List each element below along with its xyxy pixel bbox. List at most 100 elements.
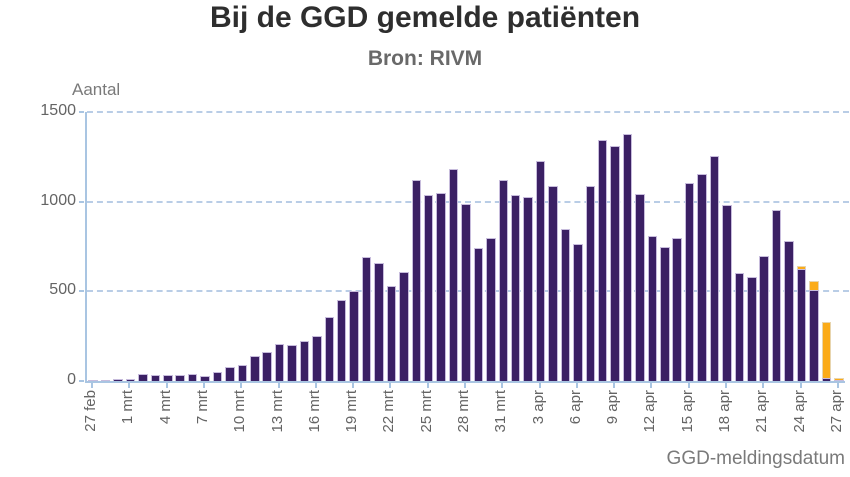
- bar-17-apr[interactable]: [709, 155, 720, 381]
- bar-20-mrt[interactable]: [361, 257, 372, 381]
- bar-segment-reported: [225, 367, 235, 381]
- bar-segment-recent: [796, 266, 807, 269]
- bar-30-mrt[interactable]: [486, 238, 496, 381]
- bar-segment-reported: [573, 243, 583, 381]
- x-tick-mark: [724, 383, 727, 388]
- bar-segment-reported: [548, 185, 558, 381]
- bar-segment-reported: [796, 268, 807, 381]
- bar-15-mrt[interactable]: [299, 341, 310, 381]
- x-tick-label-25-mrt: 25 mrt: [417, 390, 435, 433]
- bar-segment-reported: [498, 180, 509, 381]
- x-tick-mark: [352, 383, 355, 388]
- x-tick-label-3-apr: 3 apr: [529, 390, 547, 425]
- bar-22-apr[interactable]: [771, 209, 782, 381]
- bar-31-mrt[interactable]: [498, 180, 509, 381]
- bar-16-mrt[interactable]: [312, 336, 322, 381]
- bar-22-mrt[interactable]: [386, 285, 397, 381]
- bar-21-mrt[interactable]: [374, 262, 384, 381]
- bar-3-mrt[interactable]: [150, 375, 161, 381]
- bar-segment-reported: [660, 246, 670, 381]
- bar-19-mrt[interactable]: [349, 291, 359, 381]
- x-tick-mark: [91, 383, 94, 388]
- bar-5-mrt[interactable]: [175, 375, 185, 381]
- bar-7-mrt[interactable]: [200, 376, 210, 381]
- bar-8-apr[interactable]: [597, 139, 608, 381]
- bar-23-apr[interactable]: [784, 241, 794, 381]
- bar-27-feb[interactable]: [88, 380, 98, 381]
- x-tick-label-7-mrt: 7 mrt: [194, 390, 212, 425]
- bar-18-mrt[interactable]: [336, 300, 347, 381]
- bar-7-apr[interactable]: [585, 186, 595, 381]
- bar-segment-reported: [747, 277, 757, 381]
- x-axis-title: GGD-meldingsdatum: [666, 448, 845, 469]
- bar-20-apr[interactable]: [747, 277, 757, 381]
- bar-9-mrt[interactable]: [225, 367, 235, 381]
- bar-9-apr[interactable]: [610, 146, 620, 381]
- bar-12-mrt[interactable]: [262, 352, 272, 381]
- bar-2-mrt[interactable]: [138, 373, 148, 381]
- bar-10-apr[interactable]: [622, 133, 633, 381]
- bar-10-mrt[interactable]: [237, 365, 248, 381]
- x-tick-label-24-apr: 24 apr: [790, 390, 808, 433]
- bar-27-apr[interactable]: [834, 378, 844, 381]
- bar-6-apr[interactable]: [573, 243, 583, 381]
- bar-25-mrt[interactable]: [423, 194, 434, 381]
- bar-28-feb[interactable]: [100, 380, 111, 381]
- x-tick-label-16-mrt: 16 mrt: [305, 390, 323, 433]
- bar-13-apr[interactable]: [660, 246, 670, 381]
- bar-23-mrt[interactable]: [399, 271, 409, 381]
- bar-24-apr[interactable]: [796, 266, 807, 381]
- x-tick-mark: [128, 383, 131, 388]
- bar-16-apr[interactable]: [697, 173, 707, 381]
- bar-segment-reported: [486, 238, 496, 381]
- x-tick-mark: [613, 383, 616, 388]
- bar-1-mrt[interactable]: [125, 378, 136, 381]
- bar-4-apr[interactable]: [548, 185, 558, 381]
- bar-12-apr[interactable]: [647, 235, 658, 381]
- bar-15-apr[interactable]: [684, 182, 695, 381]
- bar-segment-reported: [411, 180, 422, 381]
- bar-14-mrt[interactable]: [287, 345, 297, 381]
- bar-14-apr[interactable]: [672, 237, 682, 381]
- bar-21-apr[interactable]: [759, 256, 769, 381]
- x-tick-label-31-mrt: 31 mrt: [492, 390, 510, 433]
- bar-29-feb[interactable]: [113, 379, 123, 381]
- y-tick-mark: [79, 111, 84, 113]
- bar-segment-reported: [187, 374, 198, 381]
- bar-26-apr[interactable]: [821, 321, 832, 381]
- bar-25-apr[interactable]: [809, 281, 819, 381]
- bar-17-mrt[interactable]: [324, 317, 335, 381]
- y-gridline-1500: [87, 111, 849, 113]
- bar-segment-reported: [597, 139, 608, 381]
- y-tick-mark: [79, 200, 84, 203]
- bar-2-apr[interactable]: [523, 197, 533, 381]
- bar-1-apr[interactable]: [510, 195, 521, 381]
- x-tick-mark: [575, 383, 578, 388]
- bar-segment-reported: [175, 375, 185, 381]
- bar-11-apr[interactable]: [635, 193, 645, 381]
- bar-26-mrt[interactable]: [436, 193, 446, 381]
- bar-segment-reported: [510, 195, 521, 381]
- bar-segment-reported: [100, 380, 111, 381]
- bar-6-mrt[interactable]: [187, 374, 198, 381]
- bar-28-mrt[interactable]: [461, 204, 471, 381]
- bar-3-apr[interactable]: [535, 161, 546, 381]
- bar-segment-reported: [386, 285, 397, 381]
- bar-8-mrt[interactable]: [212, 372, 223, 381]
- bar-24-mrt[interactable]: [411, 180, 422, 381]
- bar-segment-reported: [771, 209, 782, 381]
- bar-18-apr[interactable]: [722, 205, 732, 381]
- x-tick-mark: [836, 383, 839, 388]
- bar-11-mrt[interactable]: [250, 355, 260, 381]
- bar-19-apr[interactable]: [734, 272, 745, 381]
- bar-29-mrt[interactable]: [473, 248, 484, 381]
- y-tick-label-0: 0: [67, 371, 76, 388]
- bar-segment-reported: [784, 241, 794, 381]
- x-tick-label-6-apr: 6 apr: [566, 390, 584, 425]
- bar-13-mrt[interactable]: [274, 344, 285, 381]
- bar-segment-reported: [585, 186, 595, 381]
- x-tick-mark: [277, 383, 280, 388]
- bar-27-mrt[interactable]: [448, 168, 459, 381]
- bar-5-apr[interactable]: [560, 229, 571, 381]
- bar-4-mrt[interactable]: [163, 375, 173, 381]
